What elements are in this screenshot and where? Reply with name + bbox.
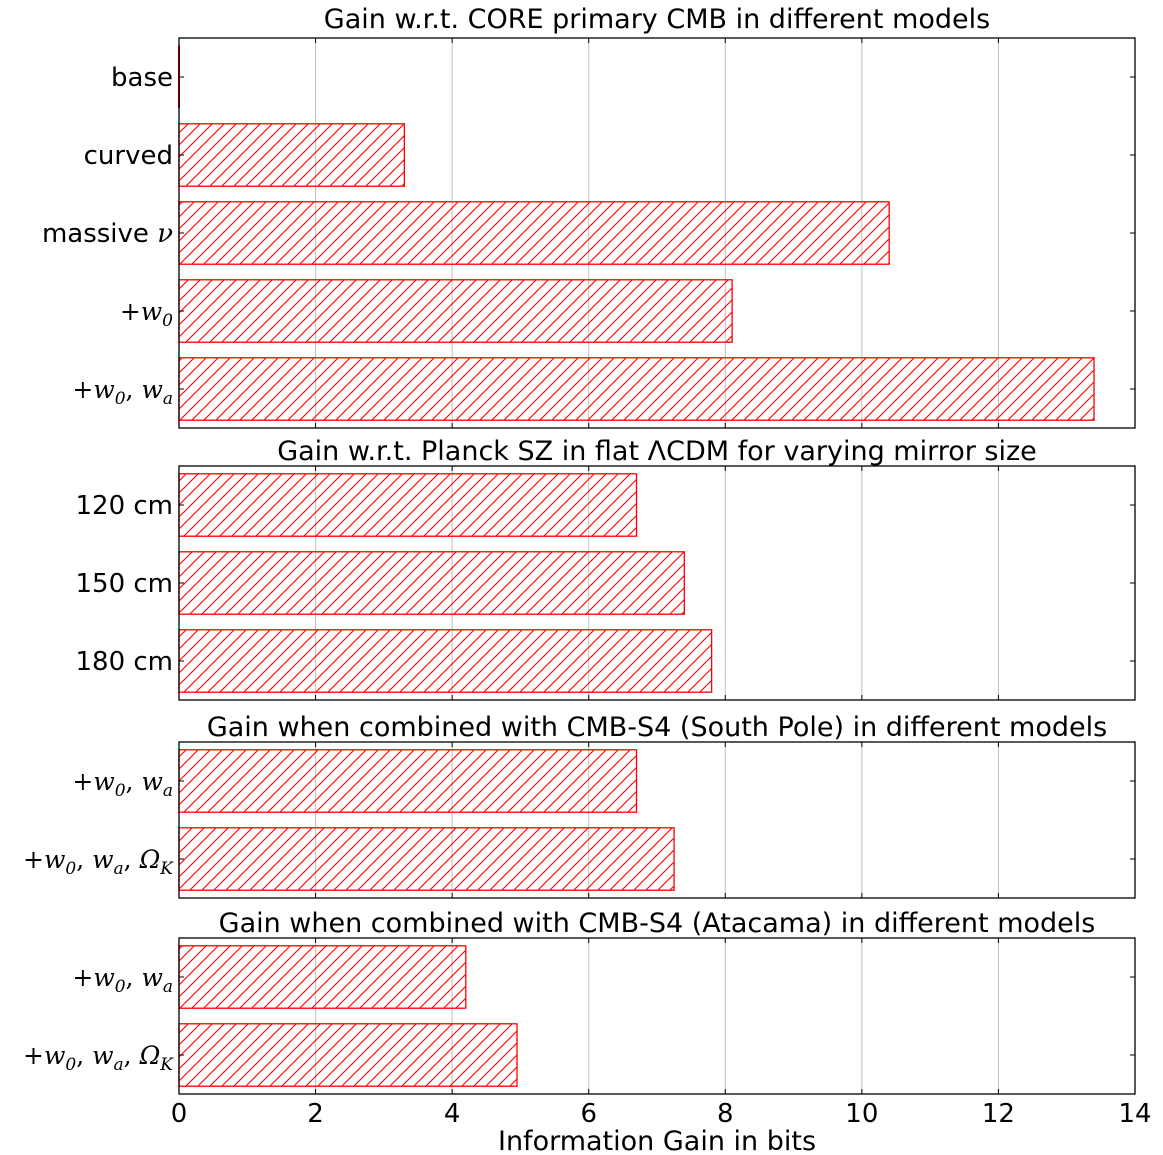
x-tick-label: 0	[171, 1099, 188, 1129]
x-tick-label: 4	[444, 1099, 461, 1129]
category-label: +w0​, wa​, ΩK​	[23, 1041, 174, 1075]
category-label: +w0​, wa​	[72, 375, 173, 409]
bar	[178, 123, 405, 187]
category-label: 120 cm	[75, 491, 173, 521]
panel-title: Gain w.r.t. Planck SZ in flat ΛCDM for v…	[277, 436, 1037, 467]
x-tick-label: 10	[845, 1099, 878, 1129]
plot-frame	[178, 937, 1136, 1095]
x-axis-label: Information Gain in bits	[498, 1126, 816, 1155]
category-label: massive ν	[42, 219, 173, 249]
chart-panels: Gain w.r.t. CORE primary CMB in differen…	[23, 4, 1136, 1095]
plot-frame	[178, 37, 1136, 429]
x-tick-label: 8	[717, 1099, 734, 1129]
plot-frame	[178, 741, 1136, 899]
panel-3: Gain when combined with CMB-S4 (South Po…	[23, 712, 1136, 899]
bar	[178, 357, 1095, 421]
category-label: +w0​, wa​, ΩK​	[23, 845, 174, 879]
category-label: +w0​, wa​	[72, 767, 173, 801]
panel-2: Gain w.r.t. Planck SZ in flat ΛCDM for v…	[75, 436, 1136, 701]
bar	[178, 827, 675, 891]
bar	[178, 473, 638, 537]
x-axis: 0 2 4 6 8 10 12 14	[171, 1099, 1152, 1129]
bar	[178, 629, 713, 693]
category-label: curved	[84, 141, 173, 171]
x-tick-label: 2	[307, 1099, 324, 1129]
x-tick-label: 12	[982, 1099, 1015, 1129]
category-label: +w0​, wa​	[72, 963, 173, 997]
x-tick-label: 6	[580, 1099, 597, 1129]
panel-title: Gain when combined with CMB-S4 (Atacama)…	[219, 908, 1096, 939]
panel-1: Gain w.r.t. CORE primary CMB in differen…	[42, 4, 1136, 429]
x-tick-label: 14	[1118, 1099, 1151, 1129]
category-label: +w0​	[120, 297, 173, 331]
bar	[178, 945, 467, 1009]
bar	[178, 551, 685, 615]
category-label: 180 cm	[75, 647, 173, 677]
bar	[178, 749, 638, 813]
panel-title: Gain w.r.t. CORE primary CMB in differen…	[324, 4, 990, 35]
plot-frame	[178, 465, 1136, 701]
panel-title: Gain when combined with CMB-S4 (South Po…	[207, 712, 1107, 743]
bar	[178, 279, 733, 343]
category-label: 150 cm	[75, 569, 173, 599]
bar	[178, 1023, 518, 1087]
bar	[178, 201, 890, 265]
panel-4: Gain when combined with CMB-S4 (Atacama)…	[23, 908, 1136, 1095]
category-label: base	[111, 63, 173, 93]
